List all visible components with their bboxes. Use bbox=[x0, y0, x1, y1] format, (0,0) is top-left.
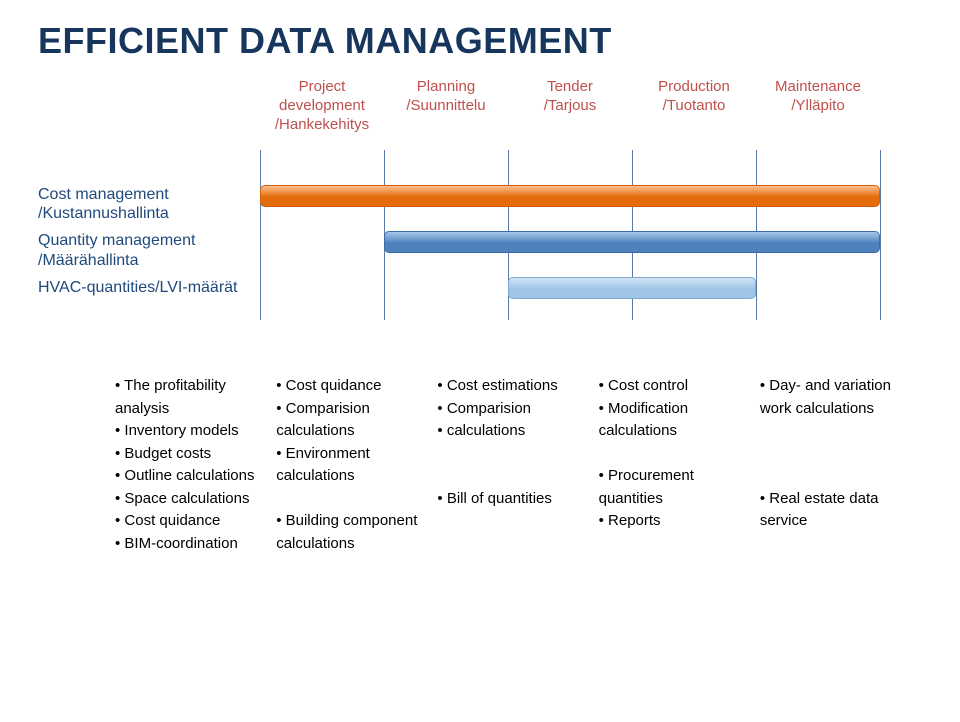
divider bbox=[880, 150, 881, 320]
bullet-line bbox=[760, 443, 915, 466]
row-en: Cost management bbox=[38, 185, 248, 204]
phase-col-4: Maintenance /Ylläpito bbox=[756, 78, 880, 134]
row-en: Quantity management bbox=[38, 231, 248, 250]
bullet-line: • Building component bbox=[276, 510, 431, 533]
bullet-line: calculations bbox=[599, 420, 754, 443]
bullet-col-0: • The profitability analysis• Inventory … bbox=[115, 375, 270, 555]
phase-en: Production bbox=[632, 78, 756, 97]
bullet-line: • Budget costs bbox=[115, 443, 270, 466]
bullet-col-3: • Cost control• Modification calculation… bbox=[599, 375, 754, 555]
phase-en: Project development bbox=[260, 78, 384, 116]
page-title: EFFICIENT DATA MANAGEMENT bbox=[38, 20, 612, 62]
phase-en: Planning bbox=[384, 78, 508, 97]
bullet-line: • Real estate data bbox=[760, 488, 915, 511]
row-label-1: Quantity management /Määrähallinta bbox=[38, 231, 248, 269]
bullet-line bbox=[599, 443, 754, 466]
bullet-line: work calculations bbox=[760, 398, 915, 421]
bar-hvac-quantities bbox=[508, 277, 756, 299]
phase-fi: /Tuotanto bbox=[632, 97, 756, 116]
bullet-line: • Cost estimations bbox=[437, 375, 592, 398]
bullet-line: • Bill of quantities bbox=[437, 488, 592, 511]
bullet-line: • calculations bbox=[437, 420, 592, 443]
bullet-col-1: • Cost quidance• Comparision calculation… bbox=[276, 375, 431, 555]
bullet-line: calculations bbox=[276, 533, 431, 556]
bullet-line: calculations bbox=[276, 465, 431, 488]
phase-col-1: Planning /Suunnittelu bbox=[384, 78, 508, 134]
bullet-line bbox=[760, 465, 915, 488]
bullets-area: • The profitability analysis• Inventory … bbox=[115, 375, 915, 555]
bullet-line: • Comparision bbox=[276, 398, 431, 421]
bullet-line bbox=[437, 443, 592, 466]
bullet-line bbox=[437, 465, 592, 488]
phase-col-0: Project development /Hankekehitys bbox=[260, 78, 384, 134]
bullet-line: • Inventory models bbox=[115, 420, 270, 443]
row-labels: Cost management /Kustannushallinta Quant… bbox=[38, 185, 248, 305]
bullet-line: • Space calculations bbox=[115, 488, 270, 511]
bullet-line: • Cost quidance bbox=[115, 510, 270, 533]
phase-headers: Project development /Hankekehitys Planni… bbox=[260, 78, 880, 134]
row-label-0: Cost management /Kustannushallinta bbox=[38, 185, 248, 223]
bullet-line: quantities bbox=[599, 488, 754, 511]
row-label-2: HVAC-quantities/LVI-määrät bbox=[38, 278, 248, 297]
bullet-line: • Reports bbox=[599, 510, 754, 533]
slide: EFFICIENT DATA MANAGEMENT Project develo… bbox=[0, 0, 960, 722]
bullet-line: calculations bbox=[276, 420, 431, 443]
bullet-line: • Outline calculations bbox=[115, 465, 270, 488]
bullet-line: • The profitability bbox=[115, 375, 270, 398]
bullet-line: • Cost quidance bbox=[276, 375, 431, 398]
phase-col-3: Production /Tuotanto bbox=[632, 78, 756, 134]
bullet-line: • Environment bbox=[276, 443, 431, 466]
bullet-line bbox=[760, 420, 915, 443]
phase-en: Tender bbox=[508, 78, 632, 97]
bullet-line: analysis bbox=[115, 398, 270, 421]
bar-quantity-management bbox=[384, 231, 880, 253]
bullet-line: • Day- and variation bbox=[760, 375, 915, 398]
bar-cost-management bbox=[260, 185, 880, 207]
phase-col-2: Tender /Tarjous bbox=[508, 78, 632, 134]
row-fi: /Kustannushallinta bbox=[38, 204, 248, 223]
gantt-bars bbox=[260, 185, 880, 315]
bullet-line: • BIM-coordination bbox=[115, 533, 270, 556]
phase-fi: /Hankekehitys bbox=[260, 116, 384, 135]
phase-fi: /Suunnittelu bbox=[384, 97, 508, 116]
row-fi: /Määrähallinta bbox=[38, 251, 248, 270]
bullet-col-4: • Day- and variation work calculations •… bbox=[760, 375, 915, 555]
bullet-line: service bbox=[760, 510, 915, 533]
row-en: HVAC-quantities/LVI-määrät bbox=[38, 278, 248, 297]
bullet-line: • Comparision bbox=[437, 398, 592, 421]
bullet-line: • Cost control bbox=[599, 375, 754, 398]
bullet-line bbox=[276, 488, 431, 511]
bullet-line: • Modification bbox=[599, 398, 754, 421]
phase-fi: /Tarjous bbox=[508, 97, 632, 116]
bullet-col-2: • Cost estimations• Comparision• calcula… bbox=[437, 375, 592, 555]
bullet-line: • Procurement bbox=[599, 465, 754, 488]
phase-fi: /Ylläpito bbox=[756, 97, 880, 116]
phase-en: Maintenance bbox=[756, 78, 880, 97]
